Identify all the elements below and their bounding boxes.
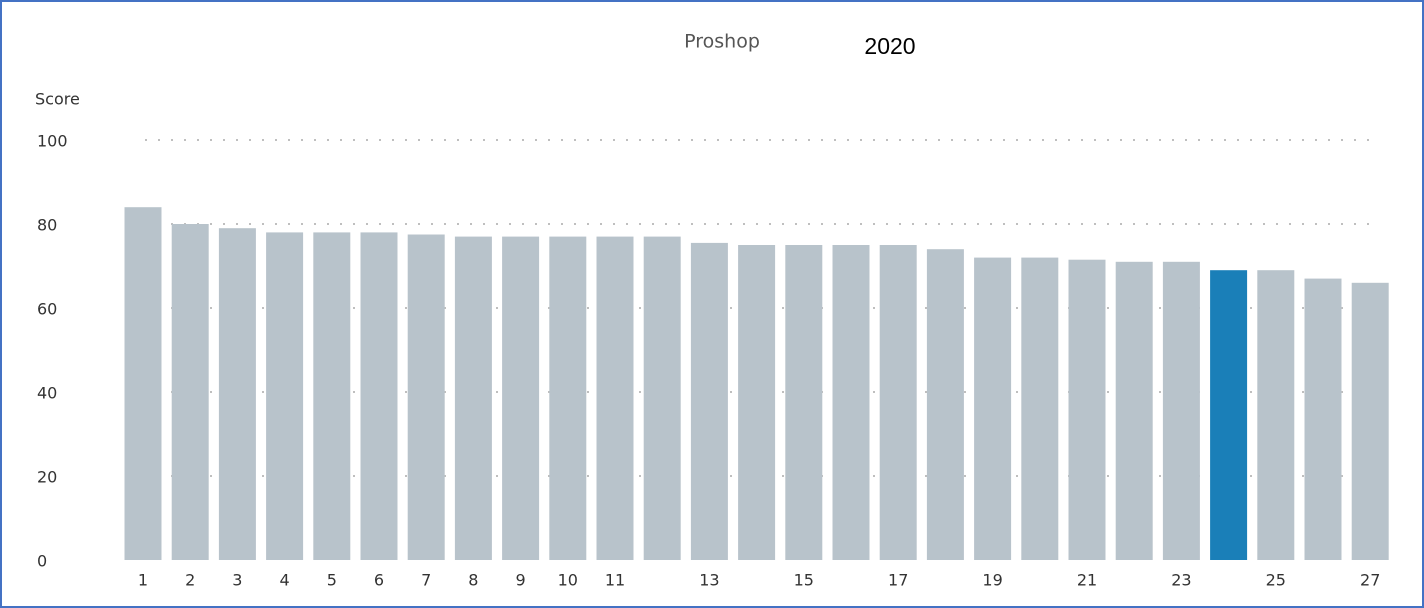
bar bbox=[926, 249, 964, 560]
x-tick-label: 9 bbox=[516, 571, 526, 590]
x-tick-label: 6 bbox=[374, 571, 384, 590]
x-tick-label: 3 bbox=[232, 571, 242, 590]
bar bbox=[407, 234, 445, 560]
bar bbox=[785, 245, 823, 560]
x-tick-label: 11 bbox=[605, 571, 625, 590]
chart-subtitle: 2020 bbox=[864, 33, 915, 59]
bar bbox=[360, 232, 398, 560]
x-tick-label: 23 bbox=[1171, 571, 1191, 590]
bar bbox=[1304, 278, 1342, 560]
x-tick-label: 2 bbox=[185, 571, 195, 590]
x-tick-label: 1 bbox=[138, 571, 148, 590]
x-tick-label: 13 bbox=[699, 571, 719, 590]
y-tick-label: 100 bbox=[37, 132, 68, 151]
bar bbox=[643, 236, 681, 560]
bar bbox=[596, 236, 634, 560]
x-tick-label: 15 bbox=[794, 571, 814, 590]
bar bbox=[171, 224, 209, 560]
bar bbox=[1115, 261, 1153, 560]
chart-title: Proshop bbox=[684, 31, 760, 53]
y-tick-label: 20 bbox=[37, 468, 57, 487]
bar bbox=[974, 257, 1012, 560]
x-tick-label: 8 bbox=[468, 571, 478, 590]
bar bbox=[502, 236, 540, 560]
bar bbox=[738, 245, 776, 560]
x-tick-label: 7 bbox=[421, 571, 431, 590]
x-tick-label: 17 bbox=[888, 571, 908, 590]
x-tick-label: 4 bbox=[280, 571, 290, 590]
x-tick-label: 5 bbox=[327, 571, 337, 590]
bar bbox=[832, 245, 870, 560]
bar bbox=[1257, 270, 1295, 560]
y-tick-label: 60 bbox=[37, 300, 57, 319]
y-tick-label: 40 bbox=[37, 384, 57, 403]
bar bbox=[124, 207, 162, 560]
y-tick-label: 80 bbox=[37, 216, 57, 235]
x-tick-label: 27 bbox=[1360, 571, 1380, 590]
y-tick-label: 0 bbox=[37, 552, 47, 571]
bar bbox=[1021, 257, 1059, 560]
x-tick-label: 19 bbox=[982, 571, 1002, 590]
y-axis-label: Score bbox=[35, 90, 80, 109]
bar bbox=[690, 242, 728, 560]
x-tick-label: 21 bbox=[1077, 571, 1097, 590]
bar bbox=[454, 236, 492, 560]
bar bbox=[1351, 282, 1389, 560]
bar bbox=[1162, 261, 1200, 560]
bar bbox=[313, 232, 351, 560]
x-tick-label: 25 bbox=[1266, 571, 1286, 590]
x-tick-label: 10 bbox=[558, 571, 578, 590]
bar bbox=[266, 232, 304, 560]
bar bbox=[218, 228, 256, 560]
bar bbox=[1210, 270, 1248, 560]
bar bbox=[879, 245, 917, 560]
bar bbox=[549, 236, 587, 560]
bar bbox=[1068, 259, 1106, 560]
